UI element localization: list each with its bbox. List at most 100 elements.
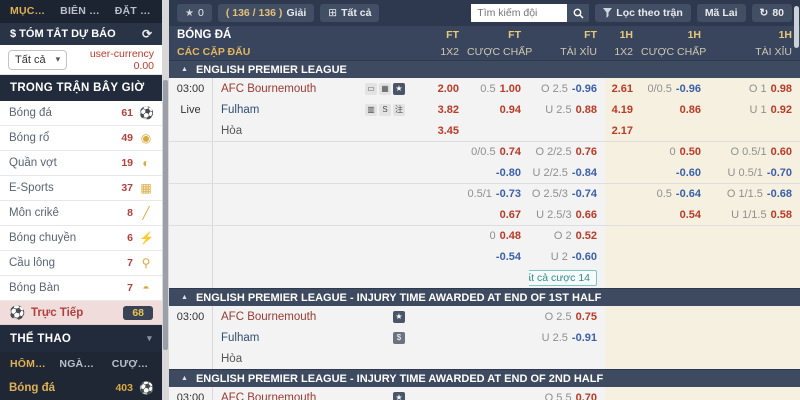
team-name[interactable]: Hòa [221,352,243,365]
forecast-summary-bar[interactable]: $ TÓM TẮT DỰ BÁO ⟳ [0,22,162,46]
odds-value[interactable]: 3.45 [437,124,459,137]
odds-cell-h1x2[interactable]: 4.19 [605,99,641,120]
odds-cell-fthdp[interactable]: -0.54 [467,246,529,267]
odds-cell-fthdp[interactable]: 0.94 [467,99,529,120]
team-name[interactable]: Fulham [221,331,260,344]
odds-value[interactable]: 0.48 [499,230,521,242]
search-icon[interactable] [567,4,590,22]
odds-value[interactable]: -0.68 [766,188,792,200]
odds-value[interactable]: 0.70 [575,391,597,400]
odds-value[interactable]: 0.54 [679,208,701,221]
league-section-header[interactable]: ▲ ENGLISH PREMIER LEAGUE - INJURY TIME AW… [169,369,800,387]
odds-value[interactable]: -0.84 [571,166,597,179]
odds-cell-fthdp[interactable]: 0.67 [467,204,529,225]
odds-cell-h1x2[interactable]: 2.17 [605,120,641,141]
odds-cell-fthdp[interactable]: 0.5/1 -0.73 [467,184,529,204]
sidebar-item-tabletennis[interactable]: Bóng Bàn 7 ◓ [0,276,162,302]
odds-value[interactable]: -0.91 [571,331,597,344]
odds-value[interactable]: 0.98 [770,82,792,95]
odds-cell-ft1x2[interactable]: 3.82 [415,99,467,120]
odds-value[interactable]: 4.19 [611,103,633,116]
odds-value[interactable]: 0.94 [499,103,521,116]
team-name[interactable]: AFC Bournemouth [221,82,317,95]
s-icon[interactable]: S [379,103,391,116]
team-name[interactable]: Fulham [221,103,260,116]
odds-value[interactable]: 0.58 [770,208,792,221]
odds-cell-hhdp[interactable]: 0/0.5 -0.96 [641,78,709,99]
sidebar-item-esports[interactable]: E-Sports 37 ▦ [0,176,162,202]
odds-cell-hou[interactable]: U 0.5/1 -0.70 [709,162,800,183]
odds-value[interactable]: 0.74 [499,146,521,158]
odds-cell-fthdp[interactable]: 0.5 1.00 [467,78,529,99]
odds-cell-ftou[interactable]: O 2.5 -0.96 [529,78,605,99]
dollar-icon[interactable]: $ [393,331,405,344]
odds-value[interactable]: -0.54 [495,250,521,263]
odds-cell-ftou[interactable]: O 2/2.5 0.76 [529,142,605,162]
odds-cell-ftou[interactable]: O 5.5 0.70 [529,387,605,400]
league-section-header[interactable]: ▲ ENGLISH PREMIER LEAGUE - INJURY TIME AW… [169,288,800,306]
team-name[interactable]: AFC Bournemouth [221,310,317,323]
tab-early-bets[interactable]: CƯỢC H... [111,358,152,371]
odds-cell-hhdp[interactable]: 0.5 -0.64 [641,184,709,204]
filter-by-match-button[interactable]: Lọc theo trận [595,4,691,22]
odds-cell-hhdp[interactable]: -0.60 [641,162,709,183]
odds-value[interactable]: 0.52 [575,230,597,242]
sidebar-item-football-today[interactable]: Bóng đá 403 ⚽ [0,376,162,400]
odds-value[interactable]: 0.50 [679,146,701,158]
main-scrollbar-thumb[interactable] [794,6,799,48]
odds-cell-ftou[interactable]: O 2.5 0.75 [529,306,605,327]
odds-cell-hou[interactable]: U 1 0.92 [709,99,800,120]
odds-cell-ftou[interactable]: O 2 0.52 [529,226,605,246]
odds-cell-hou[interactable]: U 1/1.5 0.58 [709,204,800,225]
odds-cell-hou[interactable]: O 1/1.5 -0.68 [709,184,800,204]
odds-cell-ftou[interactable]: O 2.5/3 -0.74 [529,184,605,204]
note-icon[interactable]: 注 [393,103,405,116]
chart-icon[interactable]: ▥ [365,103,377,116]
odds-cell-ft1x2[interactable]: 3.45 [415,120,467,141]
sidebar-item-volleyball[interactable]: Bóng chuyền 6 ⚡ [0,226,162,252]
tab-tomorrow[interactable]: NGÀY MAI [59,358,99,371]
all-bets-button[interactable]: Tất cả cược 14 [529,269,597,286]
sidebar-item-live[interactable]: ⚽ Trực Tiếp 68 [0,301,162,325]
star-icon[interactable]: ★ [393,391,405,400]
sports-section-header[interactable]: THỂ THAO ▾ [0,324,162,353]
team-name[interactable]: AFC Bournemouth [221,391,317,400]
odds-cell-fthdp[interactable]: 0/0.5 0.74 [467,142,529,162]
filter-select[interactable]: Tất cả ▾ [8,49,68,70]
team-name[interactable]: Hòa [221,124,243,137]
odds-value[interactable]: 1.00 [499,82,521,95]
sidebar-item-soccer[interactable]: Bóng đá 61 ⚽ [0,101,162,127]
odds-value[interactable]: -0.96 [571,82,597,95]
odds-cell-hhdp[interactable]: 0 0.50 [641,142,709,162]
odds-value[interactable]: 0.76 [575,146,597,158]
odds-value[interactable]: 2.17 [611,124,633,137]
sidebar-item-tennis[interactable]: Quần vợt 19 ◐ [0,151,162,177]
odds-value[interactable]: 0.86 [679,103,701,116]
league-section-header[interactable]: ▲ ENGLISH PREMIER LEAGUE [169,60,800,78]
sidebar-item-cricket[interactable]: Môn crikê 8 ╱ [0,201,162,227]
odds-cell-fthdp[interactable]: -0.80 [467,162,529,183]
odds-value[interactable]: 0.88 [575,103,597,116]
tab-dat-cuoc[interactable]: ĐẶT CƯ... [114,5,152,18]
expand-all-button[interactable]: ⊞ Tất cả [320,4,380,22]
sidebar-scrollbar-thumb[interactable] [163,80,168,350]
odds-cell-ftou[interactable]: U 2/2.5 -0.84 [529,162,605,183]
odds-value[interactable]: 2.00 [437,82,459,95]
odds-value[interactable]: -0.60 [571,250,597,263]
odds-value[interactable]: -0.96 [675,82,701,95]
sidebar-item-badminton[interactable]: Cầu lông 7 ⚲ [0,251,162,277]
odds-value[interactable]: -0.60 [675,166,701,179]
tv-icon[interactable]: ▭ [365,82,377,95]
odds-cell-ftou[interactable]: U 2.5/3 0.66 [529,204,605,225]
odds-cell-hou[interactable]: O 0.5/1 0.60 [709,142,800,162]
odds-cell-hhdp[interactable]: 0.54 [641,204,709,225]
star-icon[interactable]: ★ [393,82,405,95]
sidebar-item-basketball[interactable]: Bóng rổ 49 ◉ [0,126,162,152]
odds-format-button[interactable]: Mã Lai [696,4,746,22]
leagues-button[interactable]: ( 136 / 136 ) Giải [217,4,315,22]
odds-value[interactable]: -0.80 [495,166,521,179]
tab-bien-lai[interactable]: BIÊN LAI... [60,5,101,18]
odds-cell-fthdp[interactable]: 0 0.48 [467,226,529,246]
auto-refresh-button[interactable]: ↻ 80 [751,4,792,22]
odds-value[interactable]: 0.67 [499,208,521,221]
